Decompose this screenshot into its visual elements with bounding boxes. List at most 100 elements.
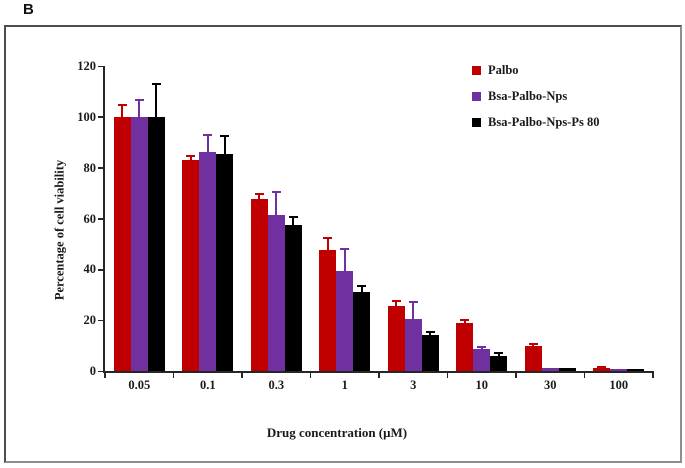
y-axis-tick <box>98 268 104 271</box>
error-bar-stem <box>292 217 295 227</box>
error-bar-stem <box>480 346 483 352</box>
y-tick-label: 40 <box>83 262 97 277</box>
error-bar-cap <box>408 301 418 304</box>
error-bar-cap <box>391 300 401 303</box>
x-axis-tick <box>515 373 517 378</box>
x-axis-tick <box>309 373 312 378</box>
bar-bsa-palbo-nps-ps-80-0.05 <box>147 116 165 371</box>
legend: Palbo Bsa-Palbo-Nps Bsa-Palbo-Nps-Ps 80 <box>472 62 600 142</box>
y-tick-label: 20 <box>83 313 97 328</box>
bar-bsa-palbo-nps-ps-80-0.1 <box>216 153 234 371</box>
error-bar-cap <box>271 190 281 193</box>
y-axis-tick <box>98 65 104 68</box>
x-tick-label: 100 <box>609 378 629 392</box>
legend-item-palbo: Palbo <box>472 62 599 77</box>
error-bar-stem <box>532 344 535 349</box>
bar-bsa-palbo-nps-0.05 <box>130 116 148 371</box>
error-bar-stem <box>326 237 329 253</box>
bar-bsa-palbo-nps-0.3 <box>267 214 285 371</box>
bar-palbo-10 <box>456 322 474 371</box>
error-bar-cap <box>117 104 127 107</box>
y-tick-label: 80 <box>83 160 97 175</box>
legend-label-bsa-palbo-nps-ps80: Bsa-Palbo-Nps-Ps 80 <box>488 114 600 129</box>
bar-bsa-palbo-nps-ps-80-3 <box>421 335 439 371</box>
error-bar-stem <box>206 134 209 155</box>
error-bar-stem <box>497 352 500 358</box>
error-bar-cap <box>134 99 144 102</box>
x-tick-label: 0.3 <box>268 378 285 392</box>
y-axis-tick <box>98 218 104 220</box>
x-axis-title: Drug concentration (μM) <box>266 425 408 440</box>
y-axis-tick <box>98 167 104 169</box>
y-axis-tick <box>98 116 104 119</box>
error-bar-stem <box>343 249 346 273</box>
bar-palbo-30 <box>524 346 542 371</box>
bar-bsa-palbo-nps-30 <box>541 368 559 371</box>
error-bar-cap <box>425 330 435 333</box>
y-tick-label: 0 <box>89 364 96 378</box>
y-axis-tick <box>98 319 104 322</box>
legend-label-palbo: Palbo <box>488 62 519 77</box>
error-bar-cap <box>220 134 230 137</box>
legend-item-bsa-palbo-nps: Bsa-Palbo-Nps <box>472 88 599 103</box>
error-bar-cap <box>203 133 213 136</box>
bar-bsa-palbo-nps-100 <box>610 368 628 371</box>
error-bar-cap <box>323 236 333 239</box>
y-axis-tick <box>98 370 104 373</box>
x-tick-label: 3 <box>410 378 417 392</box>
bar-palbo-0.05 <box>113 116 131 371</box>
y-tick-label: 60 <box>83 211 97 226</box>
error-bar-cap <box>340 248 350 250</box>
bar-bsa-palbo-nps-1 <box>336 270 354 371</box>
legend-swatch-palbo <box>472 65 481 75</box>
bar-bsa-palbo-nps-ps-80-10 <box>490 355 508 371</box>
legend-item-bsa-palbo-nps-ps80: Bsa-Palbo-Nps-Ps 80 <box>472 114 600 129</box>
bar-bsa-palbo-nps-ps-80-0.3 <box>284 224 302 371</box>
x-axis-tick <box>378 373 380 378</box>
error-bar-stem <box>258 194 261 202</box>
error-bar-stem <box>121 105 124 119</box>
bar-bsa-palbo-nps-ps-80-30 <box>558 368 576 371</box>
error-bar-stem <box>395 301 398 309</box>
bar-bsa-palbo-nps-0.1 <box>199 152 217 371</box>
bar-palbo-1 <box>319 250 337 371</box>
bar-palbo-0.3 <box>250 199 268 371</box>
x-axis-tick <box>446 373 449 378</box>
y-tick-label: 100 <box>77 109 96 124</box>
error-bar-cap <box>151 82 161 85</box>
error-bar-stem <box>429 331 432 338</box>
error-bar-cap <box>186 155 196 158</box>
x-axis-tick <box>652 373 654 378</box>
bar-palbo-0.1 <box>182 160 200 371</box>
bar-bsa-palbo-nps-ps-80-1 <box>353 292 371 371</box>
error-bar-stem <box>600 367 603 371</box>
x-axis-tick <box>172 373 175 378</box>
error-bar-cap <box>254 193 264 196</box>
legend-label-bsa-palbo-nps: Bsa-Palbo-Nps <box>488 88 568 103</box>
bar-bsa-palbo-nps-ps-80-100 <box>627 368 645 371</box>
error-bar-stem <box>155 83 158 119</box>
x-tick-label: 0.05 <box>128 378 151 392</box>
x-axis-line <box>103 371 654 373</box>
y-axis-title: Percentage of cell viability <box>52 159 67 301</box>
bar-bsa-palbo-nps-10 <box>473 349 491 371</box>
error-bar-cap <box>288 216 298 219</box>
y-tick-label: 120 <box>77 59 96 73</box>
bar-bsa-palbo-nps-3 <box>404 318 422 371</box>
error-bar-stem <box>138 100 141 119</box>
x-tick-label: 10 <box>475 378 489 392</box>
legend-swatch-bsa-palbo-nps-ps80 <box>472 117 481 127</box>
error-bar-cap <box>460 319 470 322</box>
panel-label: B <box>23 1 34 18</box>
error-bar-cap <box>528 343 538 346</box>
x-tick-label: 0.1 <box>199 378 216 392</box>
x-axis-tick <box>241 373 243 378</box>
error-bar-cap <box>494 351 504 354</box>
error-bar-stem <box>360 286 363 295</box>
error-bar-stem <box>463 320 466 325</box>
error-bar-stem <box>412 302 415 321</box>
x-axis-tick <box>104 373 106 378</box>
legend-swatch-bsa-palbo-nps <box>472 91 481 101</box>
